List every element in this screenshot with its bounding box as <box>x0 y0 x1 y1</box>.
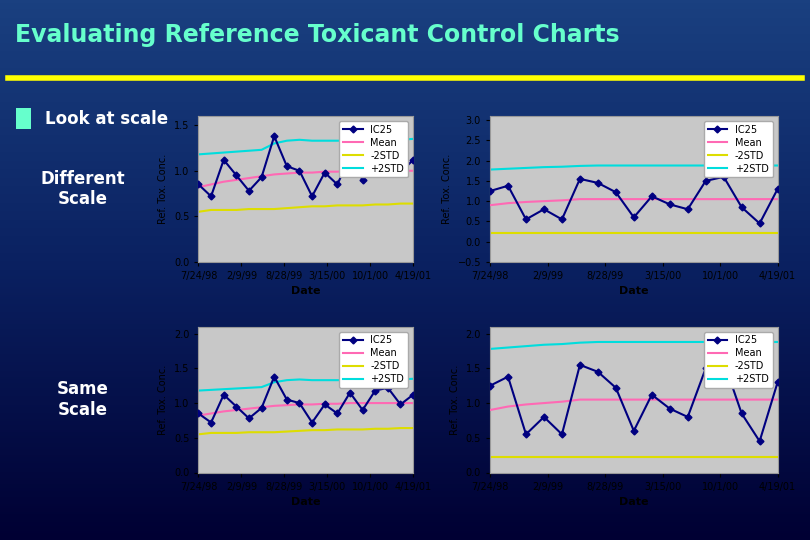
Y-axis label: Ref. Tox. Conc.: Ref. Tox. Conc. <box>442 154 452 224</box>
Legend: IC25, Mean, -2STD, +2STD: IC25, Mean, -2STD, +2STD <box>704 121 773 178</box>
Y-axis label: Ref. Tox. Conc.: Ref. Tox. Conc. <box>450 364 460 435</box>
Legend: IC25, Mean, -2STD, +2STD: IC25, Mean, -2STD, +2STD <box>339 121 408 178</box>
Text: Same
Scale: Same Scale <box>57 380 109 419</box>
X-axis label: Date: Date <box>291 287 321 296</box>
Text: Evaluating Reference Toxicant Control Charts: Evaluating Reference Toxicant Control Ch… <box>15 23 619 47</box>
X-axis label: Date: Date <box>619 497 649 507</box>
Legend: IC25, Mean, -2STD, +2STD: IC25, Mean, -2STD, +2STD <box>704 332 773 388</box>
X-axis label: Date: Date <box>619 287 649 296</box>
Bar <box>16 108 31 130</box>
Y-axis label: Ref. Tox. Conc.: Ref. Tox. Conc. <box>159 154 168 224</box>
Text: Look at scale: Look at scale <box>45 110 168 128</box>
Legend: IC25, Mean, -2STD, +2STD: IC25, Mean, -2STD, +2STD <box>339 332 408 388</box>
X-axis label: Date: Date <box>291 497 321 507</box>
Text: Different
Scale: Different Scale <box>40 170 126 208</box>
Y-axis label: Ref. Tox. Conc.: Ref. Tox. Conc. <box>159 364 168 435</box>
